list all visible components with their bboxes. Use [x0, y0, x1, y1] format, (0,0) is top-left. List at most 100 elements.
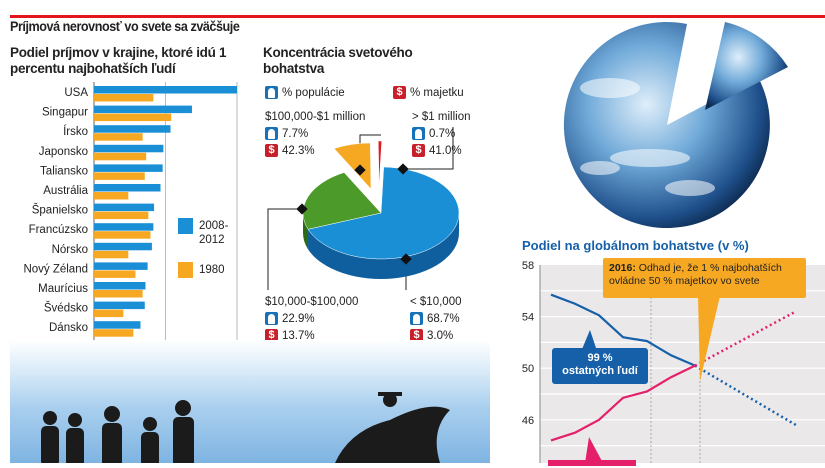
label-99-percent: 99 % ostatných ľudí [552, 348, 648, 384]
legend-label: % populácie [282, 86, 345, 99]
dollar-icon: $ [393, 86, 406, 99]
dollar-icon: $ [265, 144, 278, 157]
pie-chart-title: Koncentrácia svetového bohatstva [263, 45, 413, 76]
person-icon [265, 127, 278, 140]
bar-1980 [94, 113, 172, 122]
annotation-text: ovládne 50 % majetkov vo svete [609, 275, 760, 287]
label-line: ostatných ľudí [562, 365, 638, 377]
annotation-2016: 2016: Odhad je, že 1 % najbohatších ovlá… [603, 258, 806, 298]
globe-body [563, 22, 770, 229]
wealth-value: 3.0% [427, 329, 454, 342]
person-silhouette [66, 413, 84, 468]
bar-1980 [94, 192, 129, 200]
category-label: Francúzsko [29, 224, 88, 236]
category-label: Maurícius [38, 283, 88, 295]
category-label: USA [64, 87, 88, 99]
bar-1980 [94, 270, 136, 278]
bar-2008-2012 [94, 164, 163, 172]
y-tick-label: 58 [522, 260, 534, 272]
bar-1980 [94, 231, 151, 239]
pie-slice [333, 142, 372, 190]
bar-1980 [94, 172, 145, 180]
earth-globe-illustration [563, 22, 788, 229]
pie-chart [267, 127, 460, 290]
population-value: 0.7% [429, 127, 456, 140]
bar-2008-2012 [94, 144, 164, 153]
bar-2008-2012 [94, 105, 192, 114]
bar-1980 [94, 133, 143, 141]
y-tick-label: 50 [522, 363, 534, 375]
dollar-icon: $ [410, 329, 423, 342]
pie-label-under-10k: < $10,000 68.7% $3.0% [410, 293, 461, 344]
bar-1980 [94, 290, 143, 298]
header-rule [10, 15, 825, 18]
line-chart-title: Podiel na globálnom bohatstve (v %) [522, 238, 749, 253]
category-label: Švédsko [44, 302, 88, 315]
bar-chart: 0%1020USASingapurÍrskoJaponskoTalianskoA… [23, 82, 243, 354]
bar-1980 [94, 250, 129, 259]
bar-2008-2012 [94, 125, 171, 133]
pie-label-100k-1m: $100,000-$1 million 7.7% $42.3% [265, 108, 365, 159]
globe-wedge [705, 22, 788, 110]
slice-label: > $1 million [412, 110, 471, 123]
pie-slice [378, 140, 382, 188]
category-label: Taliansko [40, 165, 88, 177]
bar-2008-2012 [94, 282, 146, 290]
category-label: Dánsko [49, 322, 88, 334]
slice-label: $10,000-$100,000 [265, 295, 359, 308]
bar-1980 [94, 211, 149, 220]
person-icon [412, 127, 425, 140]
label-1-percent [548, 460, 636, 466]
y-tick-label: 54 [522, 312, 534, 324]
pie-label-10k-100k: $10,000-$100,000 22.9% $13.7% [265, 293, 358, 344]
bar-1980 [94, 152, 147, 161]
annotation-year: 2016: [609, 262, 636, 274]
y-tick-label: 46 [522, 415, 534, 427]
person-silhouette [41, 411, 59, 466]
category-label: Japonsko [39, 146, 88, 158]
projection-line [694, 310, 797, 367]
pie-slice [307, 166, 460, 260]
category-label: Singapur [42, 107, 88, 119]
bar-1980 [94, 309, 124, 318]
annotation-pointer [698, 296, 720, 381]
bar-1980 [94, 329, 134, 337]
bar-2008-2012 [94, 262, 148, 270]
leader-marker [400, 253, 412, 265]
category-label: Írsko [63, 125, 88, 138]
page-title: Príjmová nerovnosť vo svete sa zväčšuje [10, 18, 240, 34]
people-silhouettes [41, 392, 450, 468]
bar-2008-2012 [94, 301, 145, 310]
pink-label-pointer [585, 437, 603, 463]
line-series [550, 364, 696, 442]
legend-label: 2008- [199, 220, 229, 232]
bar-2008-2012 [94, 86, 237, 94]
legend-wealth: $ % majetku [393, 84, 464, 101]
clouds [580, 78, 715, 196]
bar-2008-2012 [94, 184, 161, 192]
slice-label: < $10,000 [410, 295, 462, 308]
legend-population: % populácie [265, 84, 345, 101]
bar-2008-2012 [94, 321, 141, 329]
population-value: 22.9% [282, 312, 315, 325]
bar-2008-2012 [94, 242, 152, 251]
pie-slice-side [308, 213, 459, 279]
person-silhouette [102, 406, 122, 468]
sky-illustration [10, 340, 490, 468]
legend-swatch-blue [178, 218, 193, 234]
category-label: Austrália [43, 185, 88, 197]
legend-label: 2012 [199, 234, 225, 246]
population-value: 7.7% [282, 127, 309, 140]
legend-label: 1980 [199, 264, 225, 276]
bar-chart-title: Podiel príjmov v krajine, ktoré idú 1 pe… [10, 45, 227, 76]
leader-line [403, 127, 454, 170]
bar-2008-2012 [94, 223, 154, 231]
pie-slice [302, 172, 382, 230]
category-label: Nový Zéland [23, 263, 88, 275]
person-icon [265, 312, 278, 325]
bar-1980 [94, 94, 154, 102]
category-label: Španielsko [32, 204, 88, 217]
wealth-value: 13.7% [282, 329, 315, 342]
dollar-icon: $ [265, 329, 278, 342]
rich-man-silhouette [335, 392, 450, 463]
